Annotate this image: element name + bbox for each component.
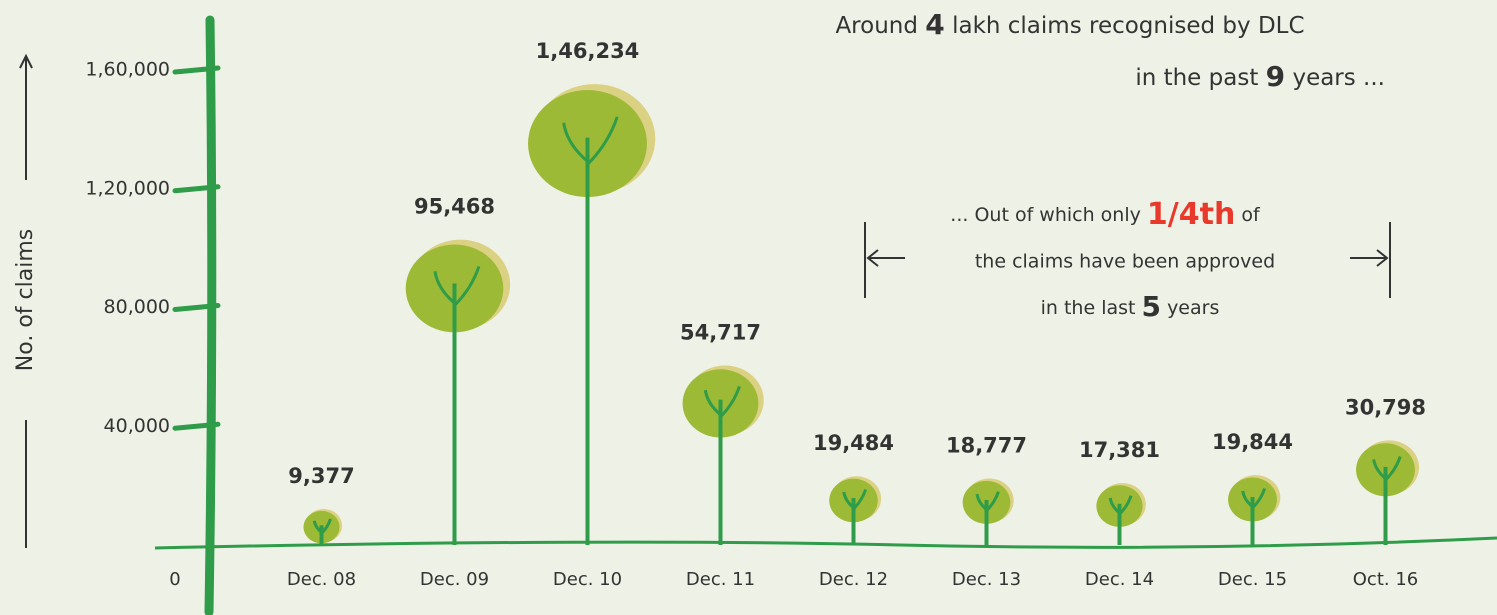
value-label: 19,484: [813, 431, 894, 455]
note-text: of: [1241, 204, 1261, 226]
title-text: Around: [835, 13, 918, 39]
note-number: 5: [1142, 290, 1161, 323]
title-line-2: in the past 9 years ...: [1135, 60, 1385, 93]
x-tick-label: Oct. 16: [1353, 569, 1418, 590]
note-line-2: the claims have been approved: [975, 251, 1275, 273]
y-tick-label: 80,000: [104, 296, 170, 318]
y-tick-label: 1,60,000: [85, 59, 170, 81]
x-tick-label: Dec. 14: [1085, 569, 1154, 590]
value-label: 30,798: [1345, 395, 1426, 419]
y-axis-label: No. of claims: [13, 229, 38, 371]
x-tick-label: Dec. 09: [420, 569, 489, 590]
chart: Around 4 lakh claims recognised by DLC i…: [0, 0, 1497, 615]
note-text: in the last: [1041, 297, 1136, 319]
title-text: years ...: [1292, 65, 1385, 91]
title-text: lakh claims recognised by DLC: [952, 13, 1304, 39]
x-tick-label: Dec. 12: [819, 569, 888, 590]
note-text: ... Out of which only: [950, 204, 1141, 226]
note-highlight: 1/4th: [1147, 197, 1235, 232]
value-label: 18,777: [946, 434, 1027, 458]
note-text: years: [1167, 297, 1219, 319]
x-tick-label: Dec. 15: [1218, 569, 1287, 590]
title-line-1: Around 4 lakh claims recognised by DLC: [835, 8, 1304, 41]
value-label: 19,844: [1212, 430, 1293, 454]
x-tick-label: Dec. 08: [287, 569, 356, 590]
value-label: 9,377: [288, 464, 354, 488]
y-tick-label: 0: [169, 569, 180, 590]
value-label: 95,468: [414, 195, 495, 219]
value-label: 17,381: [1079, 438, 1160, 462]
title-text: in the past: [1135, 65, 1258, 91]
y-tick-label: 1,20,000: [85, 177, 170, 199]
title-number: 4: [925, 8, 944, 41]
value-label: 1,46,234: [536, 39, 640, 63]
y-tick-label: 40,000: [104, 415, 170, 437]
value-label: 54,717: [680, 320, 761, 344]
y-axis-line: [209, 20, 212, 612]
title-number: 9: [1266, 60, 1285, 93]
x-tick-label: Dec. 11: [686, 569, 755, 590]
x-tick-label: Dec. 13: [952, 569, 1021, 590]
x-tick-label: Dec. 10: [553, 569, 622, 590]
